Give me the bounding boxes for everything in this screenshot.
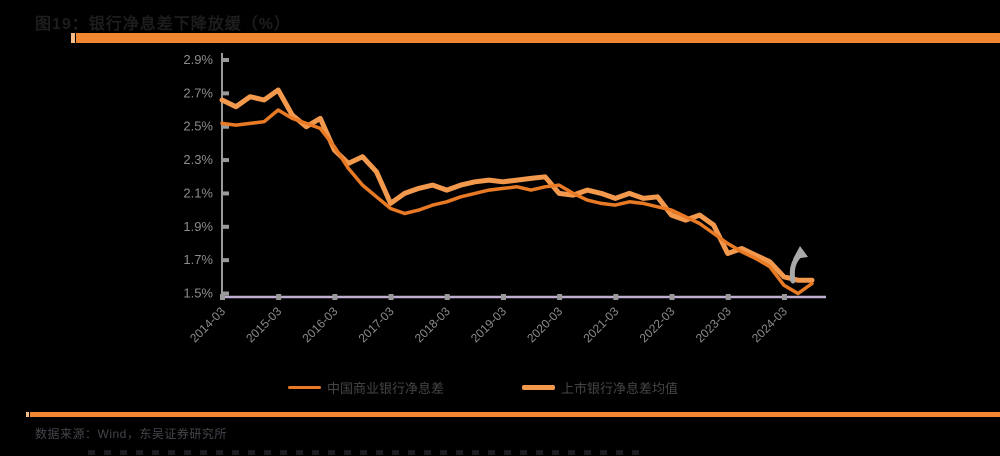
legend-label: 上市银行净息差均值	[561, 381, 679, 396]
svg-text:2.7%: 2.7%	[183, 85, 213, 100]
legend-item-commercial-banks[interactable]: 中国商业银行净息差	[288, 378, 444, 397]
figure-title: 图19：银行净息差下降放缓（%）	[35, 16, 292, 33]
svg-text:2.3%: 2.3%	[183, 152, 213, 167]
svg-text:1.5%: 1.5%	[183, 286, 213, 301]
legend-label: 中国商业银行净息差	[327, 381, 445, 396]
legend-line-swatch-light-orange	[522, 385, 556, 390]
svg-text:2017-03: 2017-03	[356, 304, 397, 345]
svg-text:2019-03: 2019-03	[468, 304, 509, 345]
clipped-footer-text	[88, 450, 648, 455]
data-source-note: 数据来源：Wind，东吴证券研究所	[35, 427, 227, 441]
legend-item-listed-banks[interactable]: 上市银行净息差均值	[522, 378, 678, 397]
bottom-rule	[30, 412, 1000, 417]
svg-text:2024-03: 2024-03	[749, 304, 790, 345]
bottom-rule-tip	[26, 412, 29, 417]
svg-text:2021-03: 2021-03	[580, 304, 621, 345]
svg-text:2015-03: 2015-03	[243, 304, 284, 345]
svg-text:2014-03: 2014-03	[187, 304, 228, 345]
svg-text:1.7%: 1.7%	[183, 252, 213, 267]
svg-text:2020-03: 2020-03	[524, 304, 565, 345]
svg-text:2.1%: 2.1%	[183, 185, 213, 200]
svg-text:1.9%: 1.9%	[183, 219, 213, 234]
nim-line-chart: 2.9% 2.7% 2.5% 2.3% 2.1% 1.9% 1.7% 1.5% 2014-03 2…	[140, 48, 1000, 378]
svg-text:2016-03: 2016-03	[299, 304, 340, 345]
svg-text:2.5%: 2.5%	[183, 119, 213, 134]
top-rule	[76, 33, 1000, 43]
svg-text:2018-03: 2018-03	[412, 304, 453, 345]
svg-text:2022-03: 2022-03	[637, 304, 678, 345]
svg-text:2.9%: 2.9%	[183, 52, 213, 67]
top-rule-tip	[71, 33, 75, 43]
chart-legend: 中国商业银行净息差 上市银行净息差均值	[288, 378, 678, 397]
svg-text:2023-03: 2023-03	[693, 304, 734, 345]
legend-line-swatch-dark-orange	[288, 385, 321, 390]
chart-canvas: 2.9% 2.7% 2.5% 2.3% 2.1% 1.9% 1.7% 1.5% 2014-03 2…	[183, 52, 826, 345]
